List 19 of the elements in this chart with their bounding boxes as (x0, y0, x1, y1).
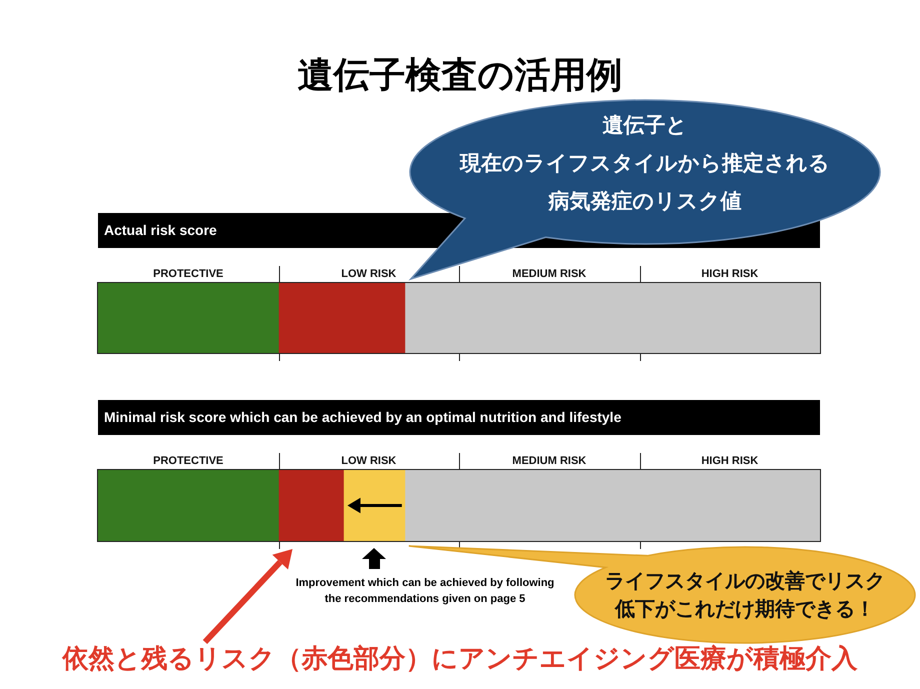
bar (98, 470, 279, 541)
text: 依然と残るリスク（赤色部分）にアンチエイジング医療が積極介入 (62, 643, 858, 674)
text: 遺伝子検査の活用例 (298, 53, 622, 97)
text: 遺伝子と現在のライフスタイルから推定される病気発症のリスク値 (459, 114, 830, 213)
chart-title: Actual risk score (104, 222, 218, 238)
text: HIGH RISK (701, 455, 758, 468)
bar (278, 470, 344, 541)
bar (343, 470, 406, 541)
text: ライフスタイルの改善でリスク低下がこれだけ期待できる！ (605, 570, 885, 621)
text: HIGH RISK (701, 268, 758, 280)
bar (404, 470, 820, 541)
text: MEDIUM RISK (512, 268, 586, 280)
chart-title: Minimal risk score which can be achieved by an optimal nutrition and lifestyle (104, 408, 622, 425)
text: PROTECTIVE (153, 268, 224, 280)
text: LOW RISK (341, 268, 396, 280)
text: Improvement which can be achieved by following the recommendations given on page 5 (296, 577, 554, 606)
text: PROTECTIVE (153, 455, 224, 468)
text: MEDIUM RISK (512, 455, 586, 468)
text: LOW RISK (341, 455, 396, 468)
